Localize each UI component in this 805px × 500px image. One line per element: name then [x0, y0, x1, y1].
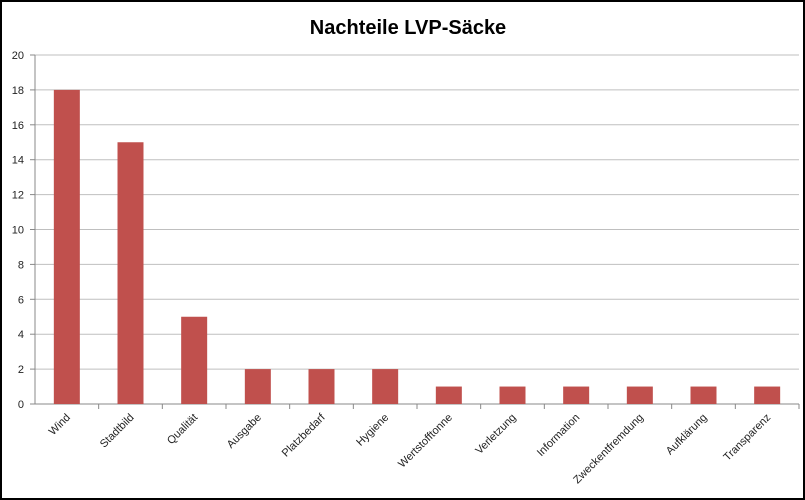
y-tick-label: 0 — [18, 399, 24, 411]
y-tick-label: 4 — [18, 329, 24, 341]
y-tick-label: 16 — [12, 120, 24, 132]
bar — [499, 386, 526, 404]
bar — [308, 369, 335, 404]
bar — [690, 386, 717, 404]
y-tick-label: 20 — [12, 50, 24, 62]
y-tick-label: 10 — [12, 225, 24, 237]
bar — [435, 386, 462, 404]
bar — [53, 89, 80, 405]
y-tick-label: 12 — [12, 190, 24, 202]
y-tick-label: 18 — [12, 85, 24, 97]
y-tick-label: 14 — [12, 155, 24, 167]
chart-title: Nachteile LVP-Säcke — [310, 17, 506, 39]
bar — [372, 369, 399, 404]
bar — [626, 386, 653, 404]
bar — [754, 386, 781, 404]
bar — [181, 316, 208, 404]
y-tick-label: 2 — [18, 364, 24, 376]
bar — [117, 142, 144, 404]
y-tick-label: 8 — [18, 259, 24, 271]
y-tick-label: 6 — [18, 294, 24, 306]
bar — [563, 386, 590, 404]
bar — [244, 369, 271, 404]
